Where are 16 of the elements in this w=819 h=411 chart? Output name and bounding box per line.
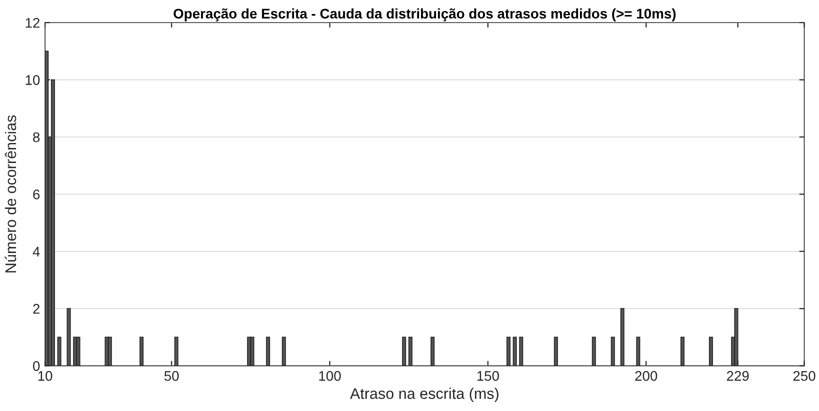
x-tick-label: 150 xyxy=(477,371,499,381)
x-tick-label: 200 xyxy=(635,371,658,381)
x-tick-label: 250 xyxy=(793,371,816,381)
y-tick-label: 6 xyxy=(33,190,40,200)
chart-title: Operação de Escrita - Cauda da distribuição dos atrasos medidos (>= 10ms) xyxy=(174,8,676,22)
x-tick-label: 50 xyxy=(164,371,179,381)
y-tick-label: 2 xyxy=(33,304,40,314)
x-tick-label: 100 xyxy=(319,371,341,381)
y-tick-label: 10 xyxy=(26,75,40,85)
y-tick-label: 4 xyxy=(32,246,40,256)
y-tick-label: 8 xyxy=(33,132,40,142)
y-tick-label: 12 xyxy=(26,18,40,28)
x-axis-title: Atraso na escrita (ms) xyxy=(350,388,498,402)
x-tick-label: 229 xyxy=(726,371,749,381)
y-axis-title: Número de ocorrências xyxy=(4,115,16,272)
y-tick-label: 0 xyxy=(33,361,40,371)
